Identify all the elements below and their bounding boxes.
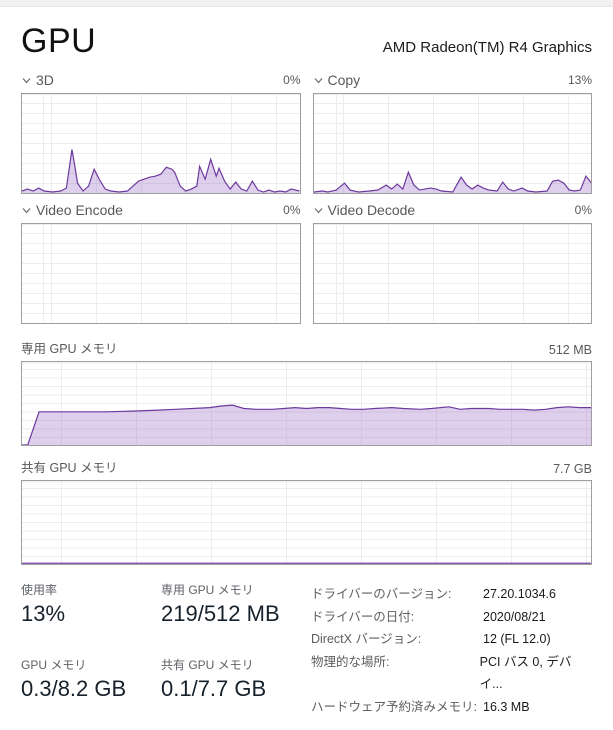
detail-value: 27.20.1034.6 (483, 587, 556, 602)
chart-header-3d[interactable]: 3D 0% (21, 64, 301, 93)
chart-section-video-decode: Video Decode 0% (312, 194, 592, 325)
shared-memory-section: 共有 GPU メモリ 7.7 GB (21, 457, 592, 566)
chevron-down-icon[interactable] (21, 205, 32, 216)
detail-directx-version: DirectX バージョン: 12 (FL 12.0) (311, 628, 592, 651)
driver-details: ドライバーのバージョン: 27.20.1034.6 ドライバーの日付: 2020… (311, 581, 592, 718)
detail-hw-reserved-memory: ハードウェア予約済みメモリ: 16.3 MB (311, 696, 592, 719)
gpu-page: GPU AMD Radeon(TM) R4 Graphics 3D 0% (0, 22, 613, 718)
shared-memory-label: 共有 GPU メモリ (21, 461, 118, 476)
gpu-device-name: AMD Radeon(TM) R4 Graphics (382, 39, 592, 57)
detail-label: 物理的な場所: (311, 654, 390, 669)
dedicated-memory-max: 512 MB (548, 343, 592, 358)
chart-video-decode[interactable] (312, 223, 592, 325)
chart-value-3d: 0% (283, 73, 301, 88)
chart-value-video-decode: 0% (574, 203, 592, 218)
chart-3d[interactable] (21, 93, 301, 195)
detail-value: 2020/08/21 (483, 609, 546, 624)
detail-label: ハードウェア予約済みメモリ: (311, 699, 477, 714)
chevron-down-icon[interactable] (313, 205, 324, 216)
stats-area: 使用率 13% 専用 GPU メモリ 219/512 MB GPU メモリ 0.… (21, 581, 592, 718)
chart-label-3d: 3D (36, 72, 54, 89)
shared-memory-header: 共有 GPU メモリ 7.7 GB (21, 457, 592, 476)
stat-value: 219/512 MB (161, 601, 280, 627)
detail-value: 16.3 MB (483, 699, 530, 714)
chart-section-copy: Copy 13% (312, 64, 592, 195)
detail-physical-location: 物理的な場所: PCI バス 0, デバイ... (311, 651, 592, 696)
stat-value: 0.3/8.2 GB (21, 676, 127, 702)
stat-label: 使用率 (21, 583, 58, 598)
dedicated-memory-label: 専用 GPU メモリ (21, 342, 118, 357)
page-header: GPU AMD Radeon(TM) R4 Graphics (21, 22, 592, 60)
dedicated-memory-header: 専用 GPU メモリ 512 MB (21, 338, 592, 357)
chart-label-video-decode: Video Decode (327, 202, 416, 219)
detail-driver-version: ドライバーのバージョン: 27.20.1034.6 (311, 583, 592, 606)
chart-header-video-decode[interactable]: Video Decode 0% (313, 194, 592, 223)
chevron-down-icon[interactable] (313, 75, 324, 86)
chart-dedicated-memory[interactable] (21, 361, 592, 447)
chart-section-video-encode: Video Encode 0% (21, 194, 301, 325)
detail-value: PCI バス 0, デバイ... (479, 654, 572, 692)
dedicated-memory-section: 専用 GPU メモリ 512 MB (21, 338, 592, 447)
stat-label: 専用 GPU メモリ (161, 583, 254, 598)
chart-copy[interactable] (312, 93, 592, 195)
chart-header-video-encode[interactable]: Video Encode 0% (21, 194, 301, 223)
chart-label-video-encode: Video Encode (36, 202, 123, 219)
stat-value: 13% (21, 601, 66, 627)
usage-charts-grid: 3D 0% Copy 13% (21, 64, 592, 325)
stat-utilization: 使用率 13% (21, 581, 161, 643)
chart-video-encode[interactable] (21, 223, 301, 325)
chevron-down-icon[interactable] (21, 75, 32, 86)
chart-section-3d: 3D 0% (21, 64, 301, 195)
stats-summary: 使用率 13% 専用 GPU メモリ 219/512 MB GPU メモリ 0.… (21, 581, 311, 718)
stat-gpu-memory: GPU メモリ 0.3/8.2 GB (21, 656, 161, 718)
chart-value-video-encode: 0% (283, 203, 301, 218)
detail-label: ドライバーのバージョン: (311, 587, 452, 602)
window-top-divider (0, 0, 613, 7)
stat-label: 共有 GPU メモリ (161, 658, 254, 673)
detail-driver-date: ドライバーの日付: 2020/08/21 (311, 606, 592, 629)
detail-value: 12 (FL 12.0) (483, 632, 551, 647)
stat-shared-memory: 共有 GPU メモリ 0.1/7.7 GB (161, 656, 311, 718)
page-title: GPU (21, 22, 97, 60)
stat-value: 0.1/7.7 GB (161, 676, 267, 702)
detail-label: ドライバーの日付: (311, 609, 415, 624)
chart-value-copy: 13% (567, 73, 592, 88)
chart-label-copy: Copy (327, 72, 361, 89)
shared-memory-max: 7.7 GB (553, 462, 592, 477)
chart-header-copy[interactable]: Copy 13% (313, 64, 592, 93)
stat-label: GPU メモリ (21, 658, 87, 673)
stat-dedicated-memory: 専用 GPU メモリ 219/512 MB (161, 581, 311, 643)
chart-shared-memory[interactable] (21, 480, 592, 566)
detail-label: DirectX バージョン: (311, 632, 422, 647)
